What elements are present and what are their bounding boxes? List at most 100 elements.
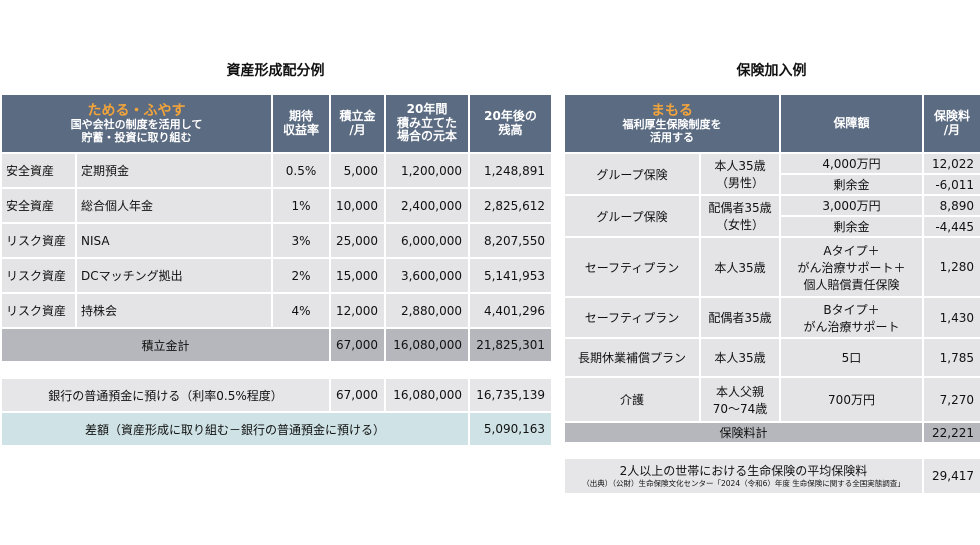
row-principal: 2,400,000 xyxy=(384,187,471,224)
row-principal: 3,600,000 xyxy=(384,257,471,294)
diff-value: 5,090,163 xyxy=(468,411,553,447)
insured-person: 本人35歳 xyxy=(699,337,781,378)
table-row: 安全資産 総合個人年金 1% 10,000 2,400,000 2,825,61… xyxy=(0,187,554,224)
plan-name: グループ保険 xyxy=(563,194,701,238)
premium: -6,011 xyxy=(922,173,980,196)
row-type: リスク資産 xyxy=(0,292,77,329)
ins-header-premium-line2: /月 xyxy=(943,122,961,137)
premium: 8,890 xyxy=(922,194,980,217)
table-row: セーフティプラン 配偶者35歳 Bタイプ＋ がん治療サポート 1,430 xyxy=(563,296,980,339)
coverage-line2: がん治療サポート xyxy=(803,319,900,334)
bank-label: 銀行の普通預金に預ける（利率0.5%程度） xyxy=(0,377,331,413)
ins-header-sub2: 活用する xyxy=(650,130,694,144)
insured-line1: 本人父親 xyxy=(715,384,764,399)
average-label: 2人以上の世帯における生命保険の平均保険料 xyxy=(619,463,868,478)
ins-header-sub1: 福利厚生保険制度を xyxy=(622,117,722,131)
header-principal-line2: 積み立てた xyxy=(397,115,458,130)
premium: 12,022 xyxy=(922,152,980,175)
row-monthly: 12,000 xyxy=(329,292,387,329)
header-principal-line1: 20年間 xyxy=(406,101,448,116)
row-type: 安全資産 xyxy=(0,152,77,189)
header-category: ためる・ふやす 国や会社の制度を活用して 貯蓄・投資に取り組む xyxy=(0,93,274,154)
plan-name: 長期休業補償プラン xyxy=(563,337,701,378)
insurance-table: まもる 福利厚生保険制度を 活用する 保障額 保険料/月 グループ保険 本人35… xyxy=(563,93,980,444)
row-balance: 1,248,891 xyxy=(468,152,554,189)
left-title: 資産形成配分例 xyxy=(226,63,325,79)
table-row: セーフティプラン 本人35歳 Aタイプ＋ がん治療サポート＋ 個人賠償責任保険 1,… xyxy=(563,236,980,298)
row-balance: 5,141,953 xyxy=(468,257,554,294)
header-principal: 20年間 積み立てた 場合の元本 xyxy=(384,93,471,154)
insured-line1: 配偶者35歳 xyxy=(708,201,772,215)
row-name: 定期預金 xyxy=(74,152,274,189)
table-row: 剰余金 -6,011 xyxy=(564,173,980,196)
ins-total-value: 22,221 xyxy=(922,421,980,444)
table-row: グループ保険 配偶者35歳 （女性） 3,000万円 8,890 xyxy=(563,194,980,238)
row-rate: 3% xyxy=(271,222,332,259)
insured-person: 配偶者35歳 （女性） xyxy=(699,194,781,238)
plan-name: セーフティプラン xyxy=(563,296,701,339)
premium: 1,430 xyxy=(922,296,980,339)
coverage-line1: Aタイプ＋ xyxy=(823,243,880,258)
row-type: リスク資産 xyxy=(0,222,77,259)
premium: -4,445 xyxy=(922,215,980,238)
plan-name: グループ保険 xyxy=(563,152,701,196)
ins-header-premium-line1: 保険料 xyxy=(933,108,970,123)
coverage-line1: Bタイプ＋ xyxy=(823,302,880,317)
table-row: グループ保険 本人35歳 （男性） 4,000万円 12,022 xyxy=(563,152,980,196)
ins-total-label: 保険料計 xyxy=(563,421,924,444)
total-balance: 21,825,301 xyxy=(468,327,554,363)
table-row: 介護 本人父親 70～74歳 700万円 7,270 xyxy=(563,376,980,423)
coverage: 3,000万円 xyxy=(779,194,924,217)
header-sub2: 貯蓄・投資に取り組む xyxy=(81,130,192,144)
coverage: 4,000万円 xyxy=(779,152,924,175)
total-monthly: 67,000 xyxy=(329,327,387,363)
row-principal: 2,880,000 xyxy=(384,292,471,329)
total-principal: 16,080,000 xyxy=(384,327,471,363)
header-sub1: 国や会社の制度を活用して xyxy=(70,117,203,131)
bank-monthly: 67,000 xyxy=(329,377,386,413)
row-monthly: 15,000 xyxy=(329,257,387,294)
row-monthly: 25,000 xyxy=(329,222,387,259)
row-name: 総合個人年金 xyxy=(74,187,274,224)
total-row: 積立金計 67,000 16,080,000 21,825,301 xyxy=(0,327,554,363)
coverage: 剰余金 xyxy=(779,215,924,238)
diff-label: 差額（資産形成に取り組む－銀行の普通預金に預ける） xyxy=(0,411,470,447)
premium: 7,270 xyxy=(922,376,980,423)
header-balance-line1: 20年後の xyxy=(484,108,537,123)
row-principal: 1,200,000 xyxy=(384,152,471,189)
insured-line1: 本人35歳 xyxy=(714,159,766,173)
ins-header-category: まもる 福利厚生保険制度を 活用する xyxy=(563,93,781,154)
row-type: リスク資産 xyxy=(0,257,77,294)
header-monthly-line1: 積立金 xyxy=(339,108,376,123)
row-monthly: 10,000 xyxy=(329,187,387,224)
coverage: 700万円 xyxy=(779,376,924,423)
coverage: Aタイプ＋ がん治療サポート＋ 個人賠償責任保険 xyxy=(779,236,924,298)
premium: 1,785 xyxy=(922,337,980,378)
insured-line2: 70～74歳 xyxy=(712,401,768,416)
insured-person: 本人35歳 （男性） xyxy=(699,152,781,196)
row-type: 安全資産 xyxy=(0,187,77,224)
insured-person: 本人父親 70～74歳 xyxy=(699,376,781,423)
insured-person: 配偶者35歳 xyxy=(699,296,781,339)
average-row: 2人以上の世帯における生命保険の平均保険料 （出典）（公財）生命保険文化センター… xyxy=(563,457,980,495)
average-premium-table: 2人以上の世帯における生命保険の平均保険料 （出典）（公財）生命保険文化センター… xyxy=(563,457,980,495)
row-name: DCマッチング拠出 xyxy=(74,257,274,294)
header-rate-line1: 期待 xyxy=(289,108,314,123)
row-rate: 2% xyxy=(271,257,332,294)
average-source: （出典）（公財）生命保険文化センター「2024（令和6）年度 生命保険に関する全… xyxy=(582,478,905,488)
header-principal-line3: 場合の元本 xyxy=(397,129,458,144)
table-row: リスク資産 NISA 3% 25,000 6,000,000 8,207,550 xyxy=(0,222,554,259)
header-accent: ためる・ふやす xyxy=(87,102,186,119)
row-name: NISA xyxy=(74,222,274,259)
premium: 1,280 xyxy=(922,236,980,298)
plan-name: 介護 xyxy=(563,376,701,423)
row-balance: 4,401,296 xyxy=(468,292,554,329)
coverage-line2: がん治療サポート＋ xyxy=(797,260,906,275)
header-rate-line2: 収益率 xyxy=(283,122,320,137)
ins-header-premium: 保険料/月 xyxy=(922,93,980,154)
insured-line2: （男性） xyxy=(715,176,764,190)
coverage-line3: 個人賠償責任保険 xyxy=(803,277,900,292)
header-rate: 期待 収益率 xyxy=(271,93,332,154)
row-monthly: 5,000 xyxy=(329,152,387,189)
row-principal: 6,000,000 xyxy=(384,222,471,259)
